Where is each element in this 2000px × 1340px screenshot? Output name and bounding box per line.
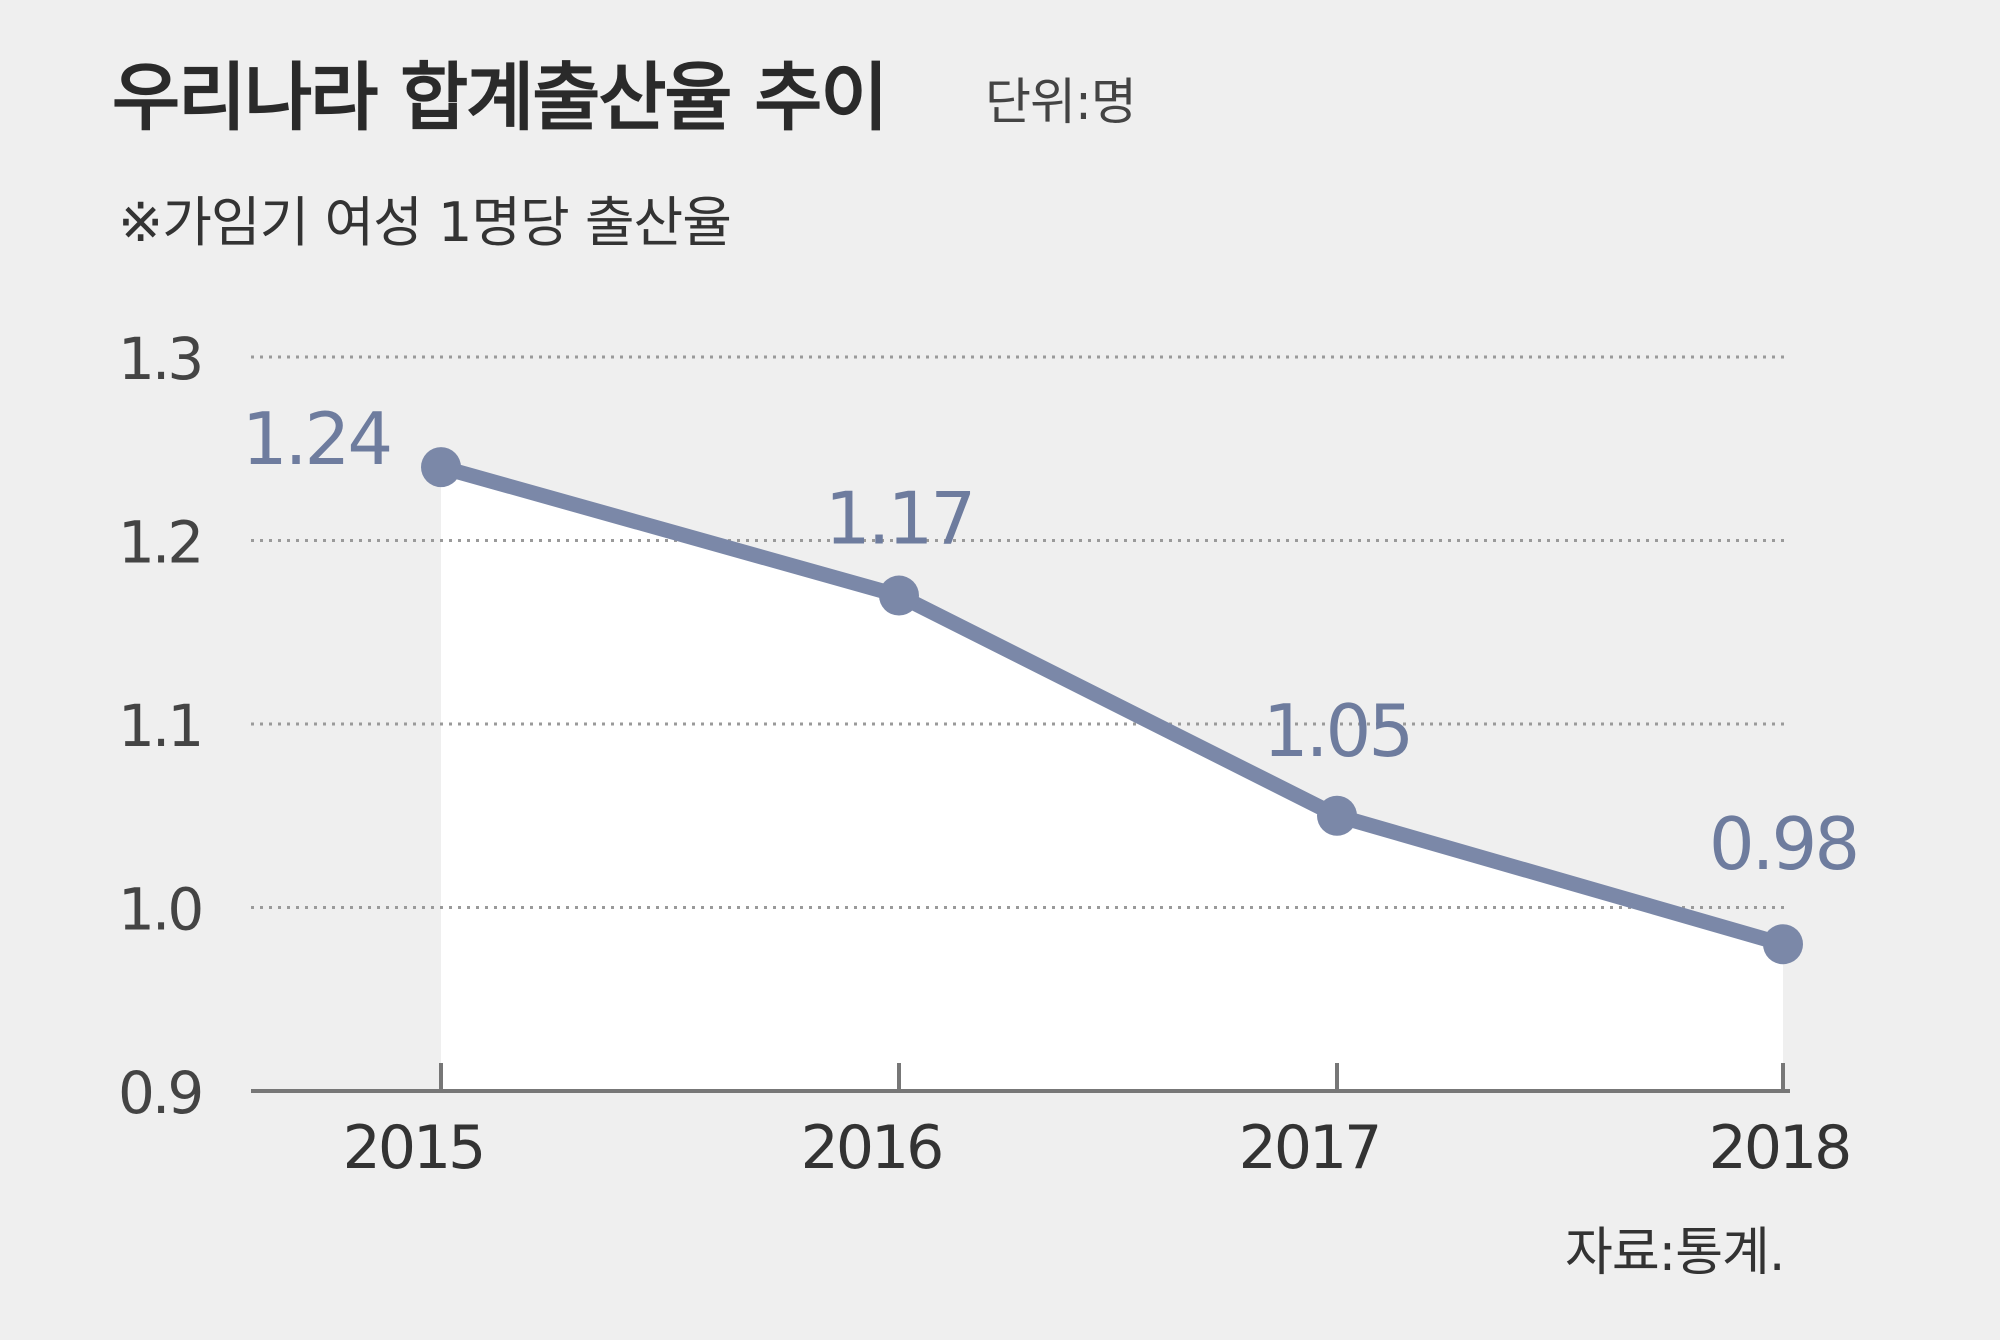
- data-point: [421, 447, 461, 488]
- data-point: [879, 575, 919, 616]
- unit-label: 단위:명: [985, 73, 1137, 131]
- y-tick-label: 1.3: [118, 325, 201, 393]
- data-point: [1763, 924, 1803, 965]
- data-point: [1317, 795, 1357, 836]
- y-tick-label: 1.1: [118, 692, 201, 760]
- y-tick-label: 1.0: [118, 876, 201, 944]
- data-label: 0.98: [1709, 802, 1857, 886]
- area-fill: [441, 467, 1783, 1092]
- chart-title: 우리나라 합계출산율 추이: [112, 55, 888, 141]
- chart-subtitle: ※가임기 여성 1명당 출산율: [118, 191, 732, 254]
- x-tick-label: 2015: [343, 1113, 484, 1183]
- data-label: 1.17: [825, 477, 973, 561]
- data-label: 1.05: [1263, 689, 1411, 773]
- data-label: 1.24: [242, 397, 390, 481]
- x-tick-label: 2018: [1709, 1113, 1850, 1183]
- source-note: 자료:통계.: [1565, 1223, 1785, 1283]
- x-tick-label: 2017: [1239, 1113, 1380, 1183]
- y-tick-label: 0.9: [118, 1059, 201, 1127]
- series-line: [438, 459, 1786, 952]
- y-tick-label: 1.2: [118, 509, 201, 577]
- x-tick-label: 2016: [801, 1113, 942, 1183]
